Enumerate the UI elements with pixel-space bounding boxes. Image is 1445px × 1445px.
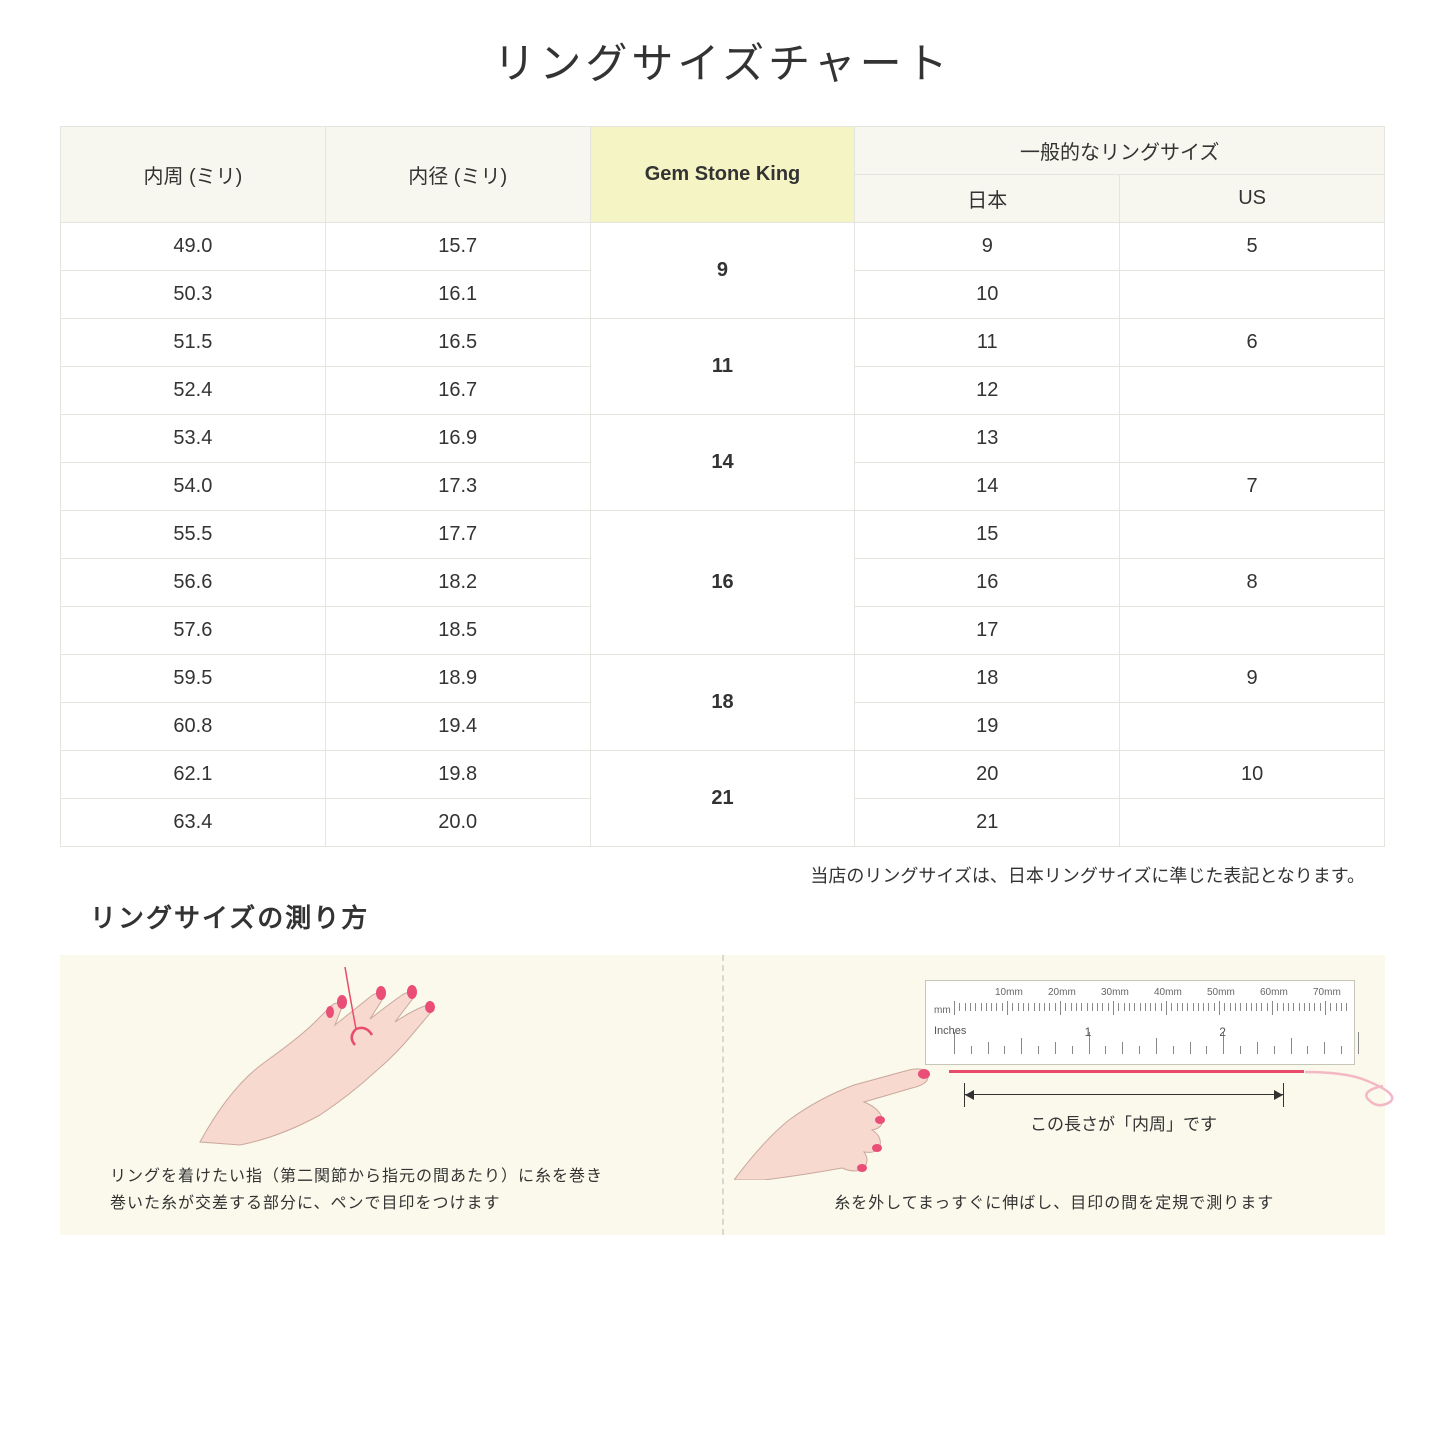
cell-diameter: 18.5 <box>325 607 590 655</box>
table-row: 62.119.8212010 <box>61 751 1385 799</box>
cell-gsk: 9 <box>590 223 855 319</box>
ruler-mm-mark: 10mm <box>995 987 1023 998</box>
cell-us: 10 <box>1120 751 1385 799</box>
hand-wrap-illustration <box>170 967 450 1147</box>
ruler-mm-mark: 60mm <box>1260 987 1288 998</box>
cell-japan: 20 <box>855 751 1120 799</box>
th-us: US <box>1120 175 1385 223</box>
th-circumference: 内周 (ミリ) <box>61 127 326 223</box>
instruction-text-1: リングを着けたい指（第二関節から指元の間あたり）に糸を巻き 巻いた糸が交差する部… <box>60 1163 722 1217</box>
cell-us: 6 <box>1120 319 1385 367</box>
ruler-in-mark: 2 <box>1219 1025 1226 1039</box>
ruler-in-mark: 1 <box>1085 1025 1092 1039</box>
cell-us <box>1120 415 1385 463</box>
cell-circumference: 57.6 <box>61 607 326 655</box>
cell-diameter: 20.0 <box>325 799 590 847</box>
thread-curl <box>1305 1050 1415 1110</box>
cell-diameter: 16.9 <box>325 415 590 463</box>
instruction-step-1: リングを着けたい指（第二関節から指元の間あたり）に糸を巻き 巻いた糸が交差する部… <box>60 955 722 1235</box>
cell-us: 5 <box>1120 223 1385 271</box>
ruler-illustration: mm Inches 10mm20mm30mm40mm50mm60mm70mm12 <box>925 980 1355 1065</box>
table-row: 51.516.511116 <box>61 319 1385 367</box>
cell-us <box>1120 607 1385 655</box>
cell-japan: 11 <box>855 319 1120 367</box>
cell-circumference: 52.4 <box>61 367 326 415</box>
table-row: 53.416.91413 <box>61 415 1385 463</box>
cell-japan: 19 <box>855 703 1120 751</box>
ruler-mm-mark: 20mm <box>1048 987 1076 998</box>
cell-us: 7 <box>1120 463 1385 511</box>
cell-japan: 15 <box>855 511 1120 559</box>
cell-circumference: 54.0 <box>61 463 326 511</box>
cell-japan: 13 <box>855 415 1120 463</box>
table-row: 55.517.71615 <box>61 511 1385 559</box>
cell-diameter: 17.7 <box>325 511 590 559</box>
cell-diameter: 15.7 <box>325 223 590 271</box>
cell-circumference: 62.1 <box>61 751 326 799</box>
thread-line <box>949 1070 1304 1073</box>
cell-diameter: 19.8 <box>325 751 590 799</box>
cell-us: 8 <box>1120 559 1385 607</box>
cell-diameter: 16.5 <box>325 319 590 367</box>
th-diameter: 内径 (ミリ) <box>325 127 590 223</box>
cell-japan: 9 <box>855 223 1120 271</box>
ruler-mm-label: mm <box>934 1005 951 1016</box>
measure-arrows <box>964 1083 1284 1107</box>
cell-us: 9 <box>1120 655 1385 703</box>
cell-japan: 12 <box>855 367 1120 415</box>
instructions-panel: リングを着けたい指（第二関節から指元の間あたり）に糸を巻き 巻いた糸が交差する部… <box>60 955 1385 1235</box>
cell-japan: 10 <box>855 271 1120 319</box>
measure-label: この長さが「内周」です <box>964 1110 1284 1135</box>
cell-gsk: 14 <box>590 415 855 511</box>
table-note: 当店のリングサイズは、日本リングサイズに準じた表記となります。 <box>60 862 1385 888</box>
cell-us <box>1120 271 1385 319</box>
instruction-text-2: 糸を外してまっすぐに伸ばし、目印の間を定規で測ります <box>724 1190 1386 1217</box>
cell-us <box>1120 703 1385 751</box>
ruler-mm-mark: 30mm <box>1101 987 1129 998</box>
cell-diameter: 16.1 <box>325 271 590 319</box>
cell-circumference: 49.0 <box>61 223 326 271</box>
th-japan: 日本 <box>855 175 1120 223</box>
ring-size-table: 内周 (ミリ) 内径 (ミリ) Gem Stone King 一般的なリングサイ… <box>60 126 1385 847</box>
cell-gsk: 11 <box>590 319 855 415</box>
cell-diameter: 19.4 <box>325 703 590 751</box>
cell-us <box>1120 799 1385 847</box>
cell-diameter: 17.3 <box>325 463 590 511</box>
cell-japan: 18 <box>855 655 1120 703</box>
instruction-step-2: mm Inches 10mm20mm30mm40mm50mm60mm70mm12… <box>724 955 1386 1235</box>
cell-japan: 16 <box>855 559 1120 607</box>
cell-japan: 17 <box>855 607 1120 655</box>
cell-us <box>1120 511 1385 559</box>
ruler-mm-mark: 40mm <box>1154 987 1182 998</box>
cell-circumference: 55.5 <box>61 511 326 559</box>
cell-japan: 14 <box>855 463 1120 511</box>
table-body: 49.015.799550.316.11051.516.51111652.416… <box>61 223 1385 847</box>
cell-circumference: 50.3 <box>61 271 326 319</box>
instructions-title: リングサイズの測り方 <box>90 898 1385 935</box>
page-title: リングサイズチャート <box>60 30 1385 91</box>
cell-japan: 21 <box>855 799 1120 847</box>
cell-circumference: 53.4 <box>61 415 326 463</box>
cell-gsk: 21 <box>590 751 855 847</box>
ruler-mm-mark: 50mm <box>1207 987 1235 998</box>
cell-circumference: 59.5 <box>61 655 326 703</box>
th-gsk: Gem Stone King <box>590 127 855 223</box>
cell-diameter: 18.9 <box>325 655 590 703</box>
cell-gsk: 18 <box>590 655 855 751</box>
cell-us <box>1120 367 1385 415</box>
cell-diameter: 16.7 <box>325 367 590 415</box>
th-general: 一般的なリングサイズ <box>855 127 1385 175</box>
cell-circumference: 56.6 <box>61 559 326 607</box>
hand-point-illustration <box>734 1030 934 1180</box>
table-row: 49.015.7995 <box>61 223 1385 271</box>
cell-diameter: 18.2 <box>325 559 590 607</box>
cell-circumference: 60.8 <box>61 703 326 751</box>
cell-circumference: 63.4 <box>61 799 326 847</box>
ruler-mm-mark: 70mm <box>1313 987 1341 998</box>
cell-gsk: 16 <box>590 511 855 655</box>
cell-circumference: 51.5 <box>61 319 326 367</box>
table-row: 59.518.918189 <box>61 655 1385 703</box>
